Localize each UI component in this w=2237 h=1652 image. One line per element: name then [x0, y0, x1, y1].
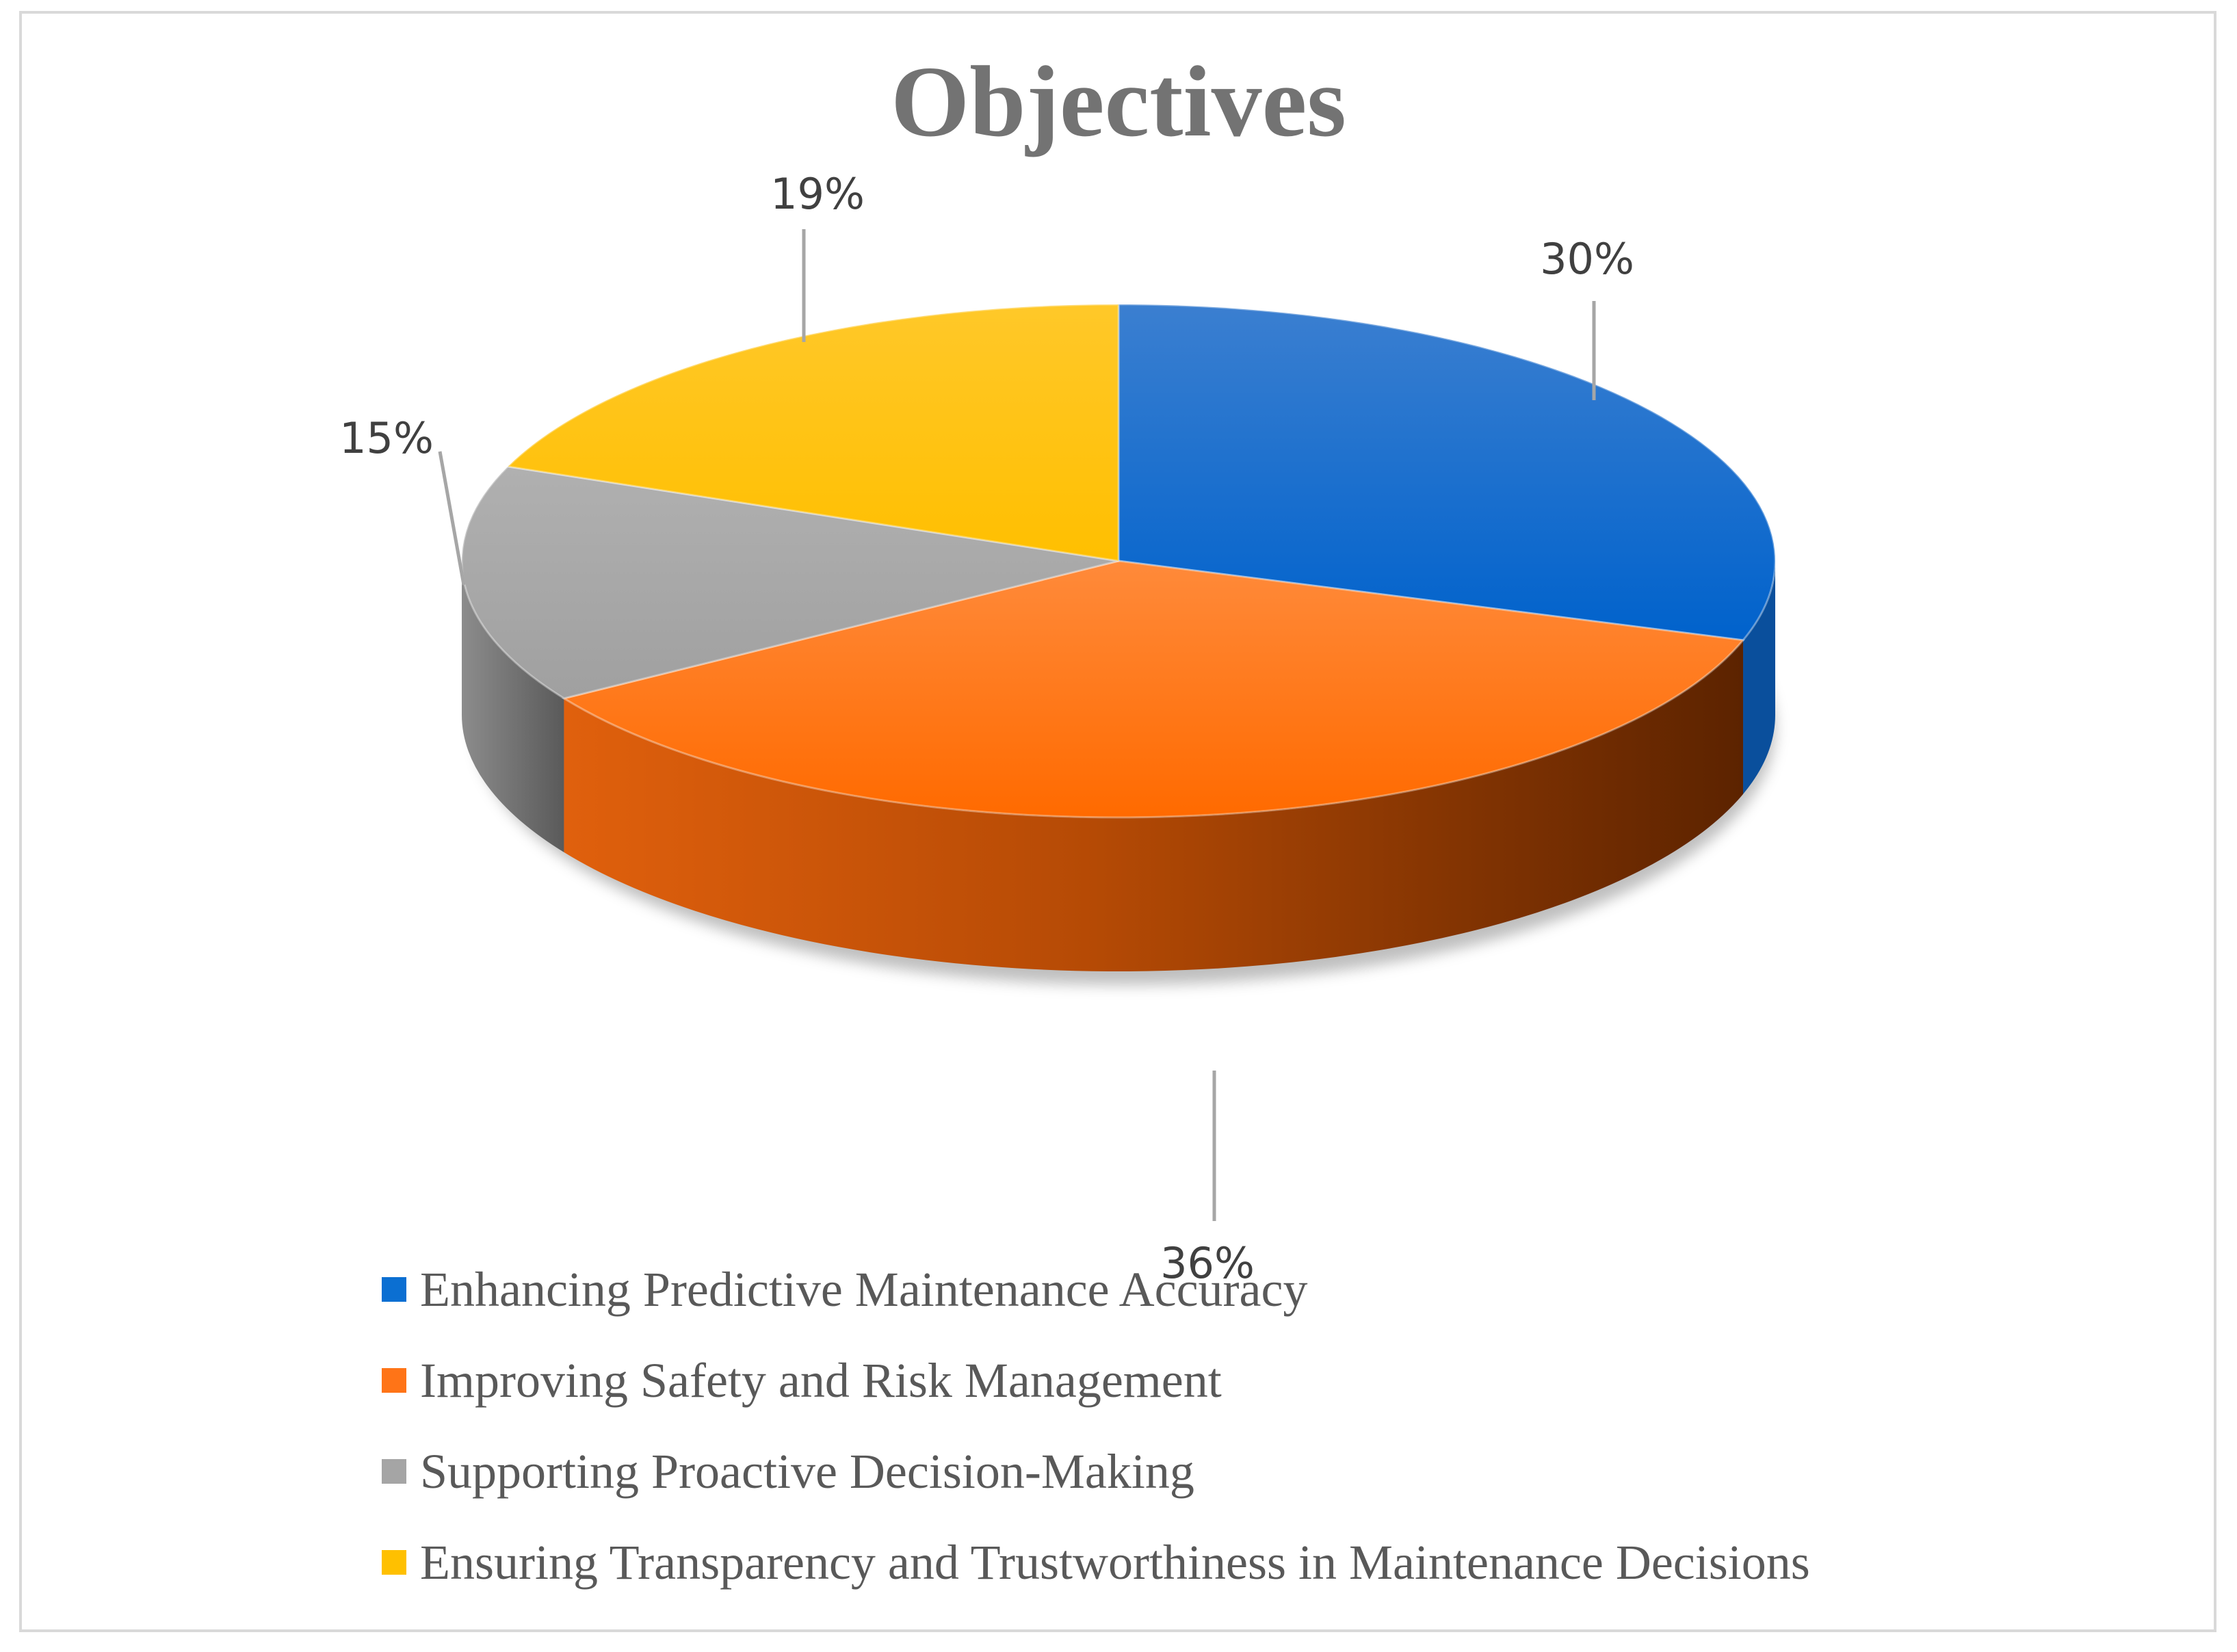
data-label-proactive-decision: 15% — [339, 413, 434, 463]
leader-line-proactive-decision — [438, 451, 466, 586]
legend-swatch-orange — [382, 1368, 406, 1393]
legend-label: Improving Safety and Risk Management — [420, 1353, 1222, 1408]
data-label-safety-risk: 36% — [1160, 1238, 1255, 1288]
data-label-predictive-maintenance: 30% — [1540, 234, 1634, 284]
chart-title: Objectives — [891, 46, 1346, 158]
legend-label: Enhancing Predictive Maintenance Accurac… — [420, 1262, 1308, 1317]
legend-swatch-gray — [382, 1459, 406, 1484]
legend-swatch-blue — [382, 1277, 406, 1302]
legend-label: Supporting Proactive Decision-Making — [420, 1444, 1194, 1499]
data-label-transparency: 19% — [770, 169, 865, 219]
pie-slice-transparency — [506, 303, 1120, 562]
pie-slice-safety-risk — [561, 560, 1745, 819]
legend-swatch-yellow — [382, 1550, 406, 1575]
legend-label: Ensuring Transparency and Trustworthines… — [420, 1535, 1810, 1590]
pie-slice-predictive-maintenance — [1117, 303, 1777, 642]
pie-slice-side-safety-risk — [564, 640, 1744, 971]
pie-slice-side-predictive-maintenance — [1743, 561, 1775, 794]
pie-slice-proactive-decision — [460, 465, 1119, 700]
pie-slice-side-proactive-decision — [462, 561, 564, 852]
